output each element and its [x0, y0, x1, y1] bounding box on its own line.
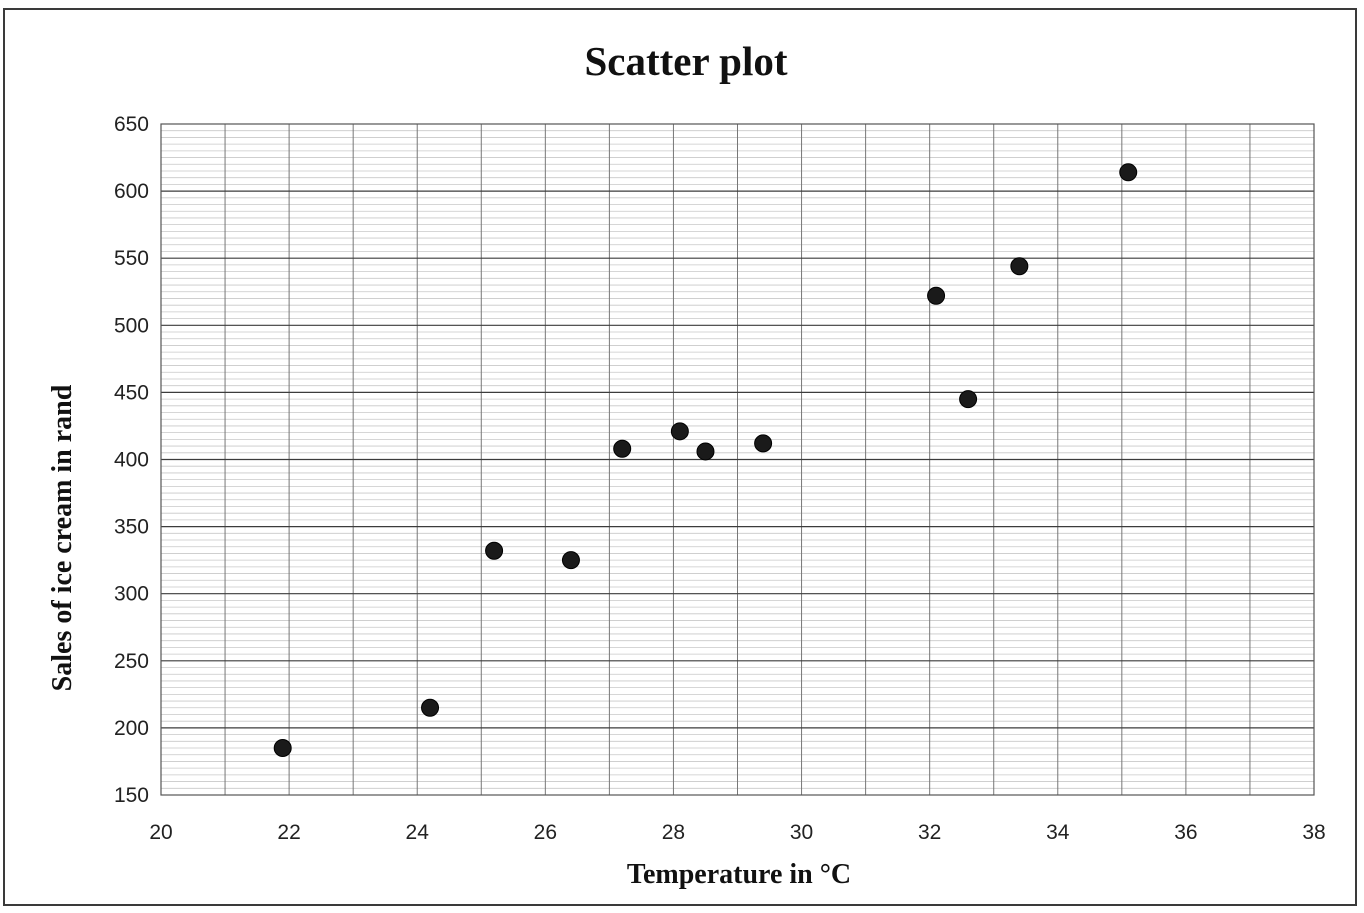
y-tick-label: 350 [114, 516, 149, 539]
x-tick-label: 24 [406, 821, 430, 844]
x-tick-label: 28 [662, 821, 685, 844]
x-tick-label: 32 [918, 821, 941, 844]
data-point [754, 434, 773, 453]
y-tick-label: 550 [114, 247, 149, 270]
x-tick-label: 34 [1046, 821, 1070, 844]
data-point [421, 698, 440, 717]
x-tick-label: 20 [149, 821, 172, 844]
data-point [959, 390, 978, 409]
data-point [485, 541, 504, 560]
y-tick-label: 200 [114, 717, 149, 740]
y-tick-label: 400 [114, 449, 149, 472]
y-tick-label: 250 [114, 650, 149, 673]
data-point [273, 739, 292, 758]
data-point [561, 551, 580, 570]
data-point [670, 422, 689, 441]
y-tick-label: 500 [114, 314, 149, 337]
data-point [1010, 257, 1029, 276]
chart-title: Scatter plot [584, 38, 787, 84]
plot-area-border [160, 123, 1315, 796]
x-tick-label: 36 [1174, 821, 1197, 844]
tick-labels: 20 22 24 26 28 30 32 34 36 38 150 200 250 300 350 400 45… [114, 113, 1326, 844]
y-tick-label: 450 [114, 381, 149, 404]
y-tick-label: 150 [114, 784, 149, 807]
x-tick-label: 26 [534, 821, 557, 844]
x-tick-label: 38 [1302, 821, 1325, 844]
y-axis-label: Sales of ice cream in rand [47, 384, 78, 691]
grid [161, 124, 1314, 795]
x-tick-label: 30 [790, 821, 813, 844]
data-point [613, 439, 632, 458]
y-tick-label: 300 [114, 583, 149, 606]
x-tick-label: 22 [277, 821, 300, 844]
data-point [696, 442, 715, 461]
x-axis-label: Temperature in °C [627, 859, 851, 890]
data-points [273, 163, 1138, 758]
data-point [1119, 163, 1138, 182]
data-point [927, 286, 946, 305]
y-tick-label: 600 [114, 180, 149, 203]
y-tick-label: 650 [114, 113, 149, 136]
